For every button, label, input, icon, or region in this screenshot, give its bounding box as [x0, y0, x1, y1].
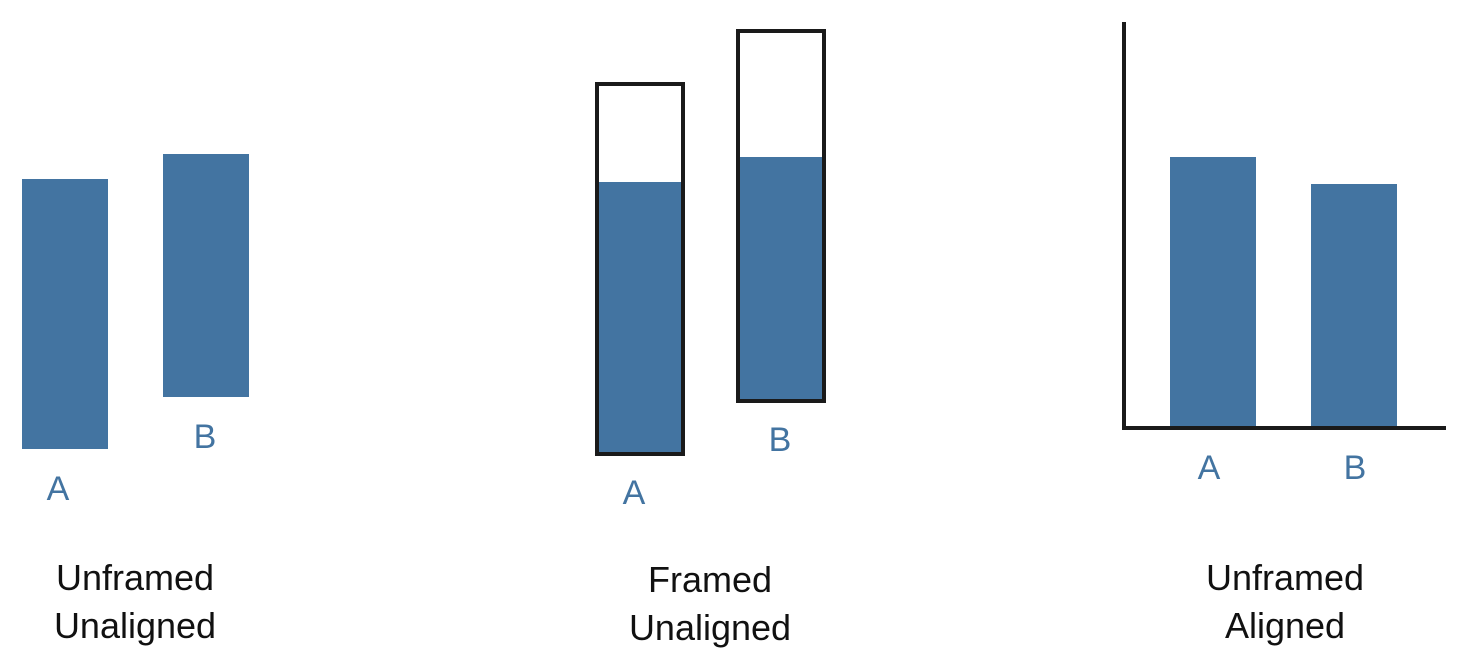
panel1-label-b: B — [194, 418, 217, 456]
panel2-bar-a-fill — [597, 182, 683, 454]
panel2-caption-line1: Framed — [648, 559, 772, 600]
panel3-label-a: A — [1198, 449, 1221, 487]
panel-framed-unaligned: A B Framed Unaligned — [595, 29, 826, 648]
panel2-caption-line2: Unaligned — [629, 607, 791, 648]
panel1-bar-a — [22, 179, 108, 449]
panel2-frame-b — [736, 29, 826, 403]
panel3-bar-a — [1170, 157, 1256, 426]
panel3-caption-line2: Aligned — [1225, 605, 1345, 646]
panel-unframed-aligned: A B Unframed Aligned — [1122, 22, 1446, 646]
panel2-bar-b-fill — [738, 157, 824, 401]
panel1-caption-line1: Unframed — [56, 557, 214, 598]
panel1-bar-b — [163, 154, 249, 397]
panel-unframed-unaligned: A B Unframed Unaligned — [22, 154, 249, 646]
panel3-bar-b — [1311, 184, 1397, 426]
panel1-label-a: A — [47, 470, 70, 508]
panel1-caption-line2: Unaligned — [54, 605, 216, 646]
panel2-label-b: B — [769, 421, 792, 459]
panel2-frame-a — [595, 82, 685, 456]
panel2-label-a: A — [623, 474, 646, 512]
panel3-caption-line1: Unframed — [1206, 557, 1364, 598]
panel3-label-b: B — [1344, 449, 1367, 487]
